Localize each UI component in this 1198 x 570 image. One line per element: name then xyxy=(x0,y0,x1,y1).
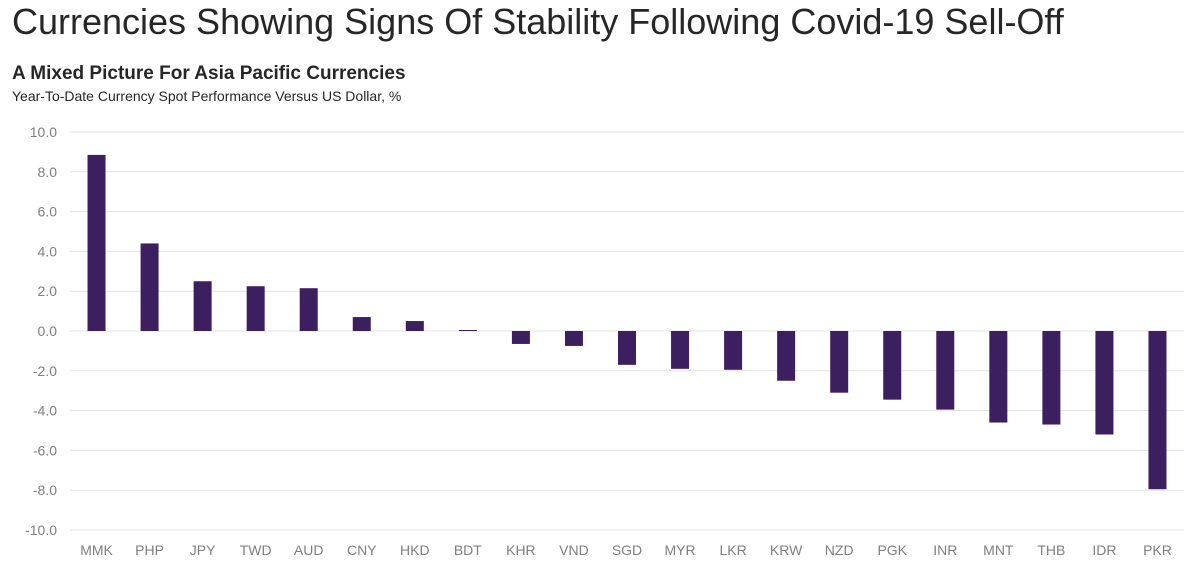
x-tick-label: KRW xyxy=(770,542,803,558)
bar-nzd xyxy=(830,331,849,393)
bar-sgd xyxy=(618,331,636,365)
y-tick-label: -6.0 xyxy=(33,442,57,458)
x-tick-label: JPY xyxy=(190,542,216,558)
bar-khr xyxy=(511,331,530,344)
x-tick-label: THB xyxy=(1037,542,1065,558)
y-tick-label: 10.0 xyxy=(30,124,57,140)
bar-idr xyxy=(1095,331,1114,435)
x-tick-label: CNY xyxy=(347,542,377,558)
x-tick-label: VND xyxy=(559,542,589,558)
y-tick-label: 8.0 xyxy=(38,164,58,180)
bar-pgk xyxy=(883,331,902,400)
bar-inr xyxy=(936,331,955,410)
bar-bdt xyxy=(458,330,477,332)
x-tick-label: HKD xyxy=(400,542,430,558)
chart-subtitle: Year-To-Date Currency Spot Performance V… xyxy=(12,88,402,104)
x-tick-label: BDT xyxy=(454,542,482,558)
bar-mnt xyxy=(989,331,1008,423)
bar-jpy xyxy=(193,281,212,331)
y-tick-label: -10.0 xyxy=(25,522,57,538)
chart-title: A Mixed Picture For Asia Pacific Currenc… xyxy=(12,63,406,84)
x-tick-label: MNT xyxy=(983,542,1014,558)
y-tick-label: 2.0 xyxy=(38,283,58,299)
x-tick-label: NZD xyxy=(825,542,854,558)
bar-vnd xyxy=(564,331,583,346)
y-axis-ticks: 10.0 8.0 6.0 4.0 2.0 0.0 -2.0 -4.0 -6.0 -8.0 -10.0 xyxy=(25,124,57,538)
x-tick-label: AUD xyxy=(294,542,324,558)
x-tick-label: SGD xyxy=(612,542,642,558)
x-tick-label: PGK xyxy=(877,542,907,558)
bar-lkr xyxy=(724,331,743,370)
x-tick-label: INR xyxy=(933,542,957,558)
bar-pkr xyxy=(1148,331,1167,490)
x-tick-label: LKR xyxy=(719,542,746,558)
x-tick-label: KHR xyxy=(506,542,536,558)
x-axis-ticks: MMK PHP JPY TWD AUD CNY HKD BDT KHR VND SGD MYR LKR K… xyxy=(80,542,1172,558)
y-tick-label: -2.0 xyxy=(33,363,57,379)
bar-myr xyxy=(671,331,690,369)
bar-hkd xyxy=(405,321,424,331)
bar-cny xyxy=(352,317,371,331)
y-tick-label: -8.0 xyxy=(33,482,57,498)
x-tick-label: PHP xyxy=(135,542,164,558)
x-tick-label: IDR xyxy=(1092,542,1116,558)
x-tick-label: TWD xyxy=(240,542,272,558)
bar-thb xyxy=(1042,331,1061,425)
y-tick-label: -4.0 xyxy=(33,403,57,419)
x-tick-label: MMK xyxy=(80,542,113,558)
bar-php xyxy=(140,243,159,331)
x-tick-label: PKR xyxy=(1143,542,1172,558)
bar-aud xyxy=(299,288,318,331)
bars xyxy=(87,154,1167,490)
bar-mmk xyxy=(87,154,106,331)
y-tick-label: 4.0 xyxy=(38,243,58,259)
y-tick-label: 6.0 xyxy=(38,204,58,220)
bar-krw xyxy=(777,331,796,381)
y-tick-label: 0.0 xyxy=(38,323,58,339)
bar-twd xyxy=(246,286,265,331)
x-tick-label: MYR xyxy=(664,542,695,558)
page-title: Currencies Showing Signs Of Stability Fo… xyxy=(12,1,1064,42)
